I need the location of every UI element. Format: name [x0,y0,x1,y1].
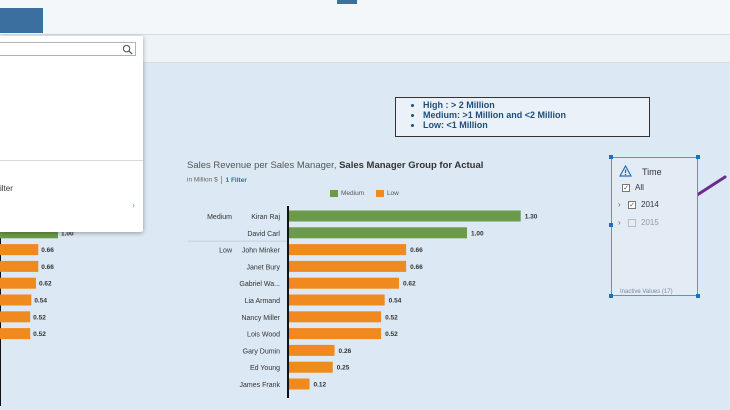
value-label: 0.62 [39,281,52,288]
category-label: Nancy Miller [241,315,280,322]
value-label: 0.62 [403,281,416,288]
checkbox-all[interactable]: ✓ [622,183,630,192]
bar[interactable] [0,244,39,256]
legend-medium-label: Medium [341,190,365,198]
group-label: Low [219,248,233,255]
toolbar-indicator [337,0,357,4]
category-label: Gabriel Wa... [239,281,280,288]
bar[interactable] [288,328,382,340]
inactive-values-label: Inactive Values (17) [620,289,673,295]
bar[interactable] [288,378,310,390]
time-item-2015-label: 2015 [641,218,659,227]
expand-arrow-icon[interactable]: › [618,200,621,209]
sales-revenue-bar-chart: Medium Kiran Raj 1.30 David Carl 1.00 Low John… [188,206,538,398]
search-input[interactable] [0,47,112,59]
value-label: 0.52 [33,331,46,338]
value-label: 1.00 [61,230,74,237]
bar[interactable] [288,260,407,272]
bar[interactable] [288,311,382,323]
time-item-2015[interactable]: › 2015 [618,218,659,227]
category-label: Ed Young [250,365,280,372]
time-filter-panel[interactable]: Time ✓ All › ✓ 2014 › 2015 Inactive Values (… [609,155,700,298]
expand-arrow-icon[interactable]: › [618,218,621,227]
legend-low[interactable]: Low [375,190,399,198]
bar[interactable] [0,277,36,289]
category-label: Kiran Raj [251,214,280,221]
chart-subtitle: in Million $ 1 Filter [187,176,247,184]
time-item-all[interactable]: ✓ All [622,183,644,192]
value-label: 0.26 [339,348,352,355]
value-label: 1.00 [471,230,484,237]
category-label: Lia Armand [245,298,281,305]
category-label: John Minker [242,248,281,255]
filter-dropdown-popup: ilter › [0,36,143,232]
bar[interactable] [288,227,467,239]
legend-swatch-low [375,190,384,197]
bar[interactable] [0,260,39,272]
bar[interactable] [288,344,335,356]
warning-icon [619,165,632,177]
bar[interactable] [288,277,399,289]
chart-legend: Medium Low [330,190,409,197]
bar[interactable] [288,294,385,306]
time-item-2014[interactable]: › ✓ 2014 [618,200,659,209]
category-label: David Carl [247,231,280,238]
bar[interactable] [0,227,58,239]
resize-handle[interactable] [609,294,613,298]
legend-medium[interactable]: Medium [330,190,364,197]
bar[interactable] [0,294,32,306]
bar[interactable] [288,210,521,222]
popup-divider [0,160,143,161]
bar[interactable] [0,328,31,340]
checkbox-2014[interactable]: ✓ [628,200,636,209]
value-label: 0.66 [41,247,54,254]
chart-unit-label: in Million $ [187,176,218,184]
resize-handle[interactable] [609,155,613,159]
value-label: 0.52 [385,314,398,321]
search-icon[interactable] [122,44,133,55]
value-label: 0.52 [33,314,46,321]
legend-item-high: High : > 2 Million [423,100,649,110]
popup-filter-label[interactable]: ilter [0,184,13,193]
revenue-legend-box: High : > 2 Million Medium: >1 Million an… [395,97,650,137]
value-label: 0.25 [337,365,350,372]
category-label: Gary Dumin [243,348,280,355]
category-label: James Frank [240,382,281,389]
time-item-2014-label: 2014 [641,200,659,209]
value-label: 0.66 [410,264,423,271]
chevron-right-icon[interactable]: › [132,200,135,210]
chart-title-bold: Sales Manager Group for Actual [339,160,484,171]
resize-handle[interactable] [696,155,700,159]
time-item-all-label: All [635,183,644,192]
checkbox-2015[interactable] [628,218,636,227]
top-toolbar [0,0,730,35]
chart-title: Sales Revenue per Sales Manager, Sales M… [187,160,483,171]
chart-filter-link[interactable]: 1 Filter [225,176,247,184]
group-label: Medium [207,214,232,221]
legend-low-label: Low [386,190,399,198]
value-label: 0.66 [410,247,423,254]
bar[interactable] [288,361,333,373]
search-field[interactable] [0,42,136,59]
legend-item-medium: Medium: >1 Million and <2 Million [423,110,649,120]
value-label: 0.54 [34,298,47,305]
value-label: 0.52 [385,331,398,338]
bar[interactable] [288,244,407,256]
subtitle-divider [220,176,222,184]
resize-handle[interactable] [609,223,613,227]
category-label: Lois Wood [247,332,280,339]
bar[interactable] [0,311,31,323]
resize-handle[interactable] [696,294,700,298]
legend-swatch-medium [330,190,338,197]
value-label: 0.54 [389,298,402,305]
value-label: 0.12 [313,382,326,389]
time-panel-title: Time [642,167,662,177]
active-toolbar-tab[interactable] [0,8,43,33]
legend-item-low: Low: <1 Million [423,120,649,130]
value-label: 1.30 [525,214,538,221]
chart-title-text: Sales Revenue per Sales Manager, [187,160,340,171]
value-label: 0.66 [41,264,54,271]
category-label: Janet Bury [247,264,281,271]
